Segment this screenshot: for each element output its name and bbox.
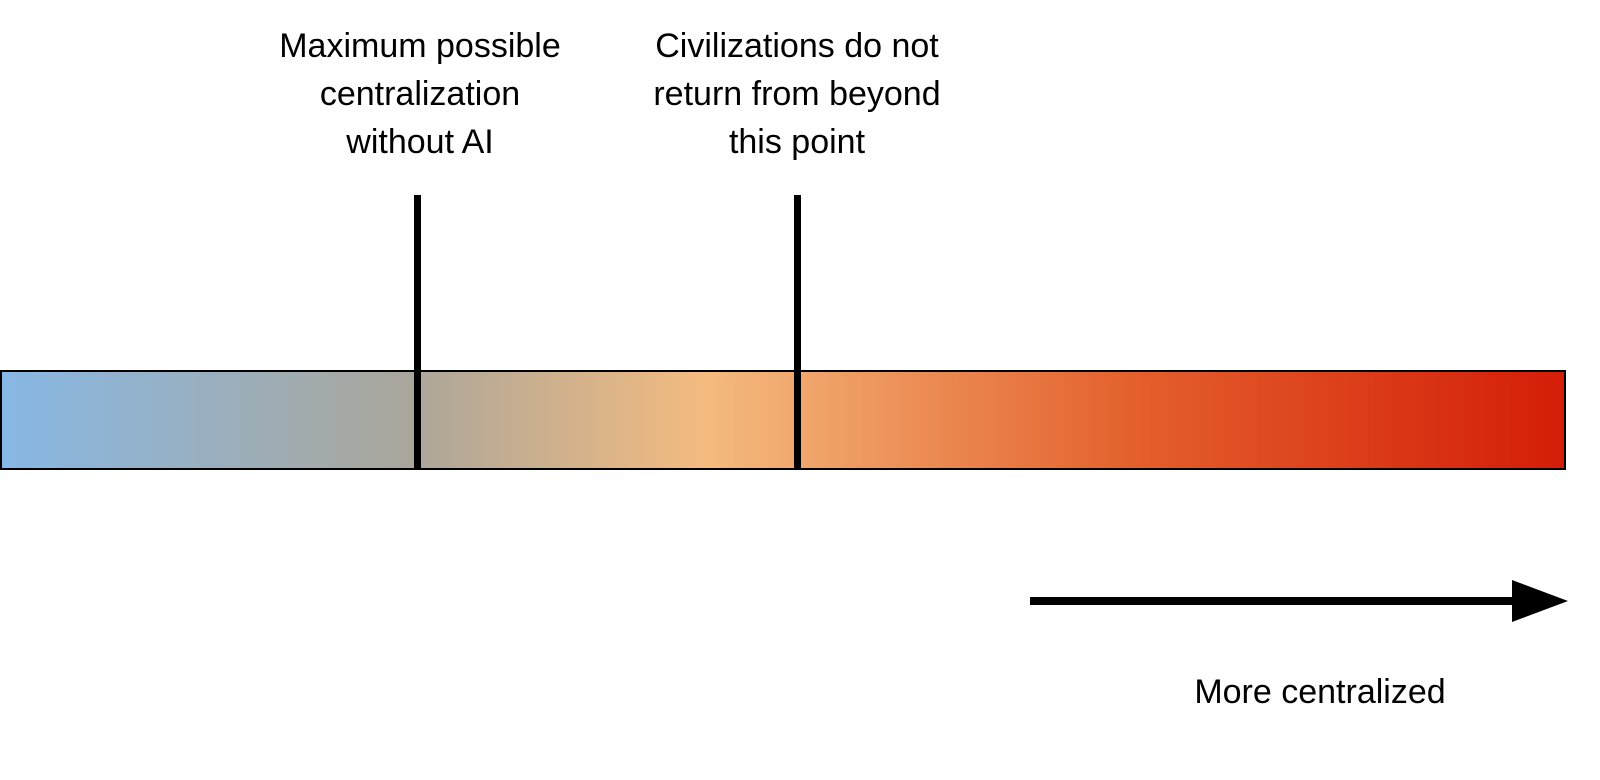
- arrow-shaft: [1030, 597, 1512, 605]
- centralization-gradient-bar: [0, 370, 1566, 470]
- marker-label-max-centralization: Maximum possible centralization without …: [279, 27, 561, 161]
- arrow-head-icon: [1512, 580, 1568, 622]
- marker-line-no-return-point: [794, 195, 801, 470]
- marker-line-max-centralization: [414, 195, 421, 470]
- marker-label-no-return-point: Civilizations do not return from beyond …: [653, 27, 941, 161]
- arrow-label-more-centralized: More centralized: [1194, 673, 1446, 711]
